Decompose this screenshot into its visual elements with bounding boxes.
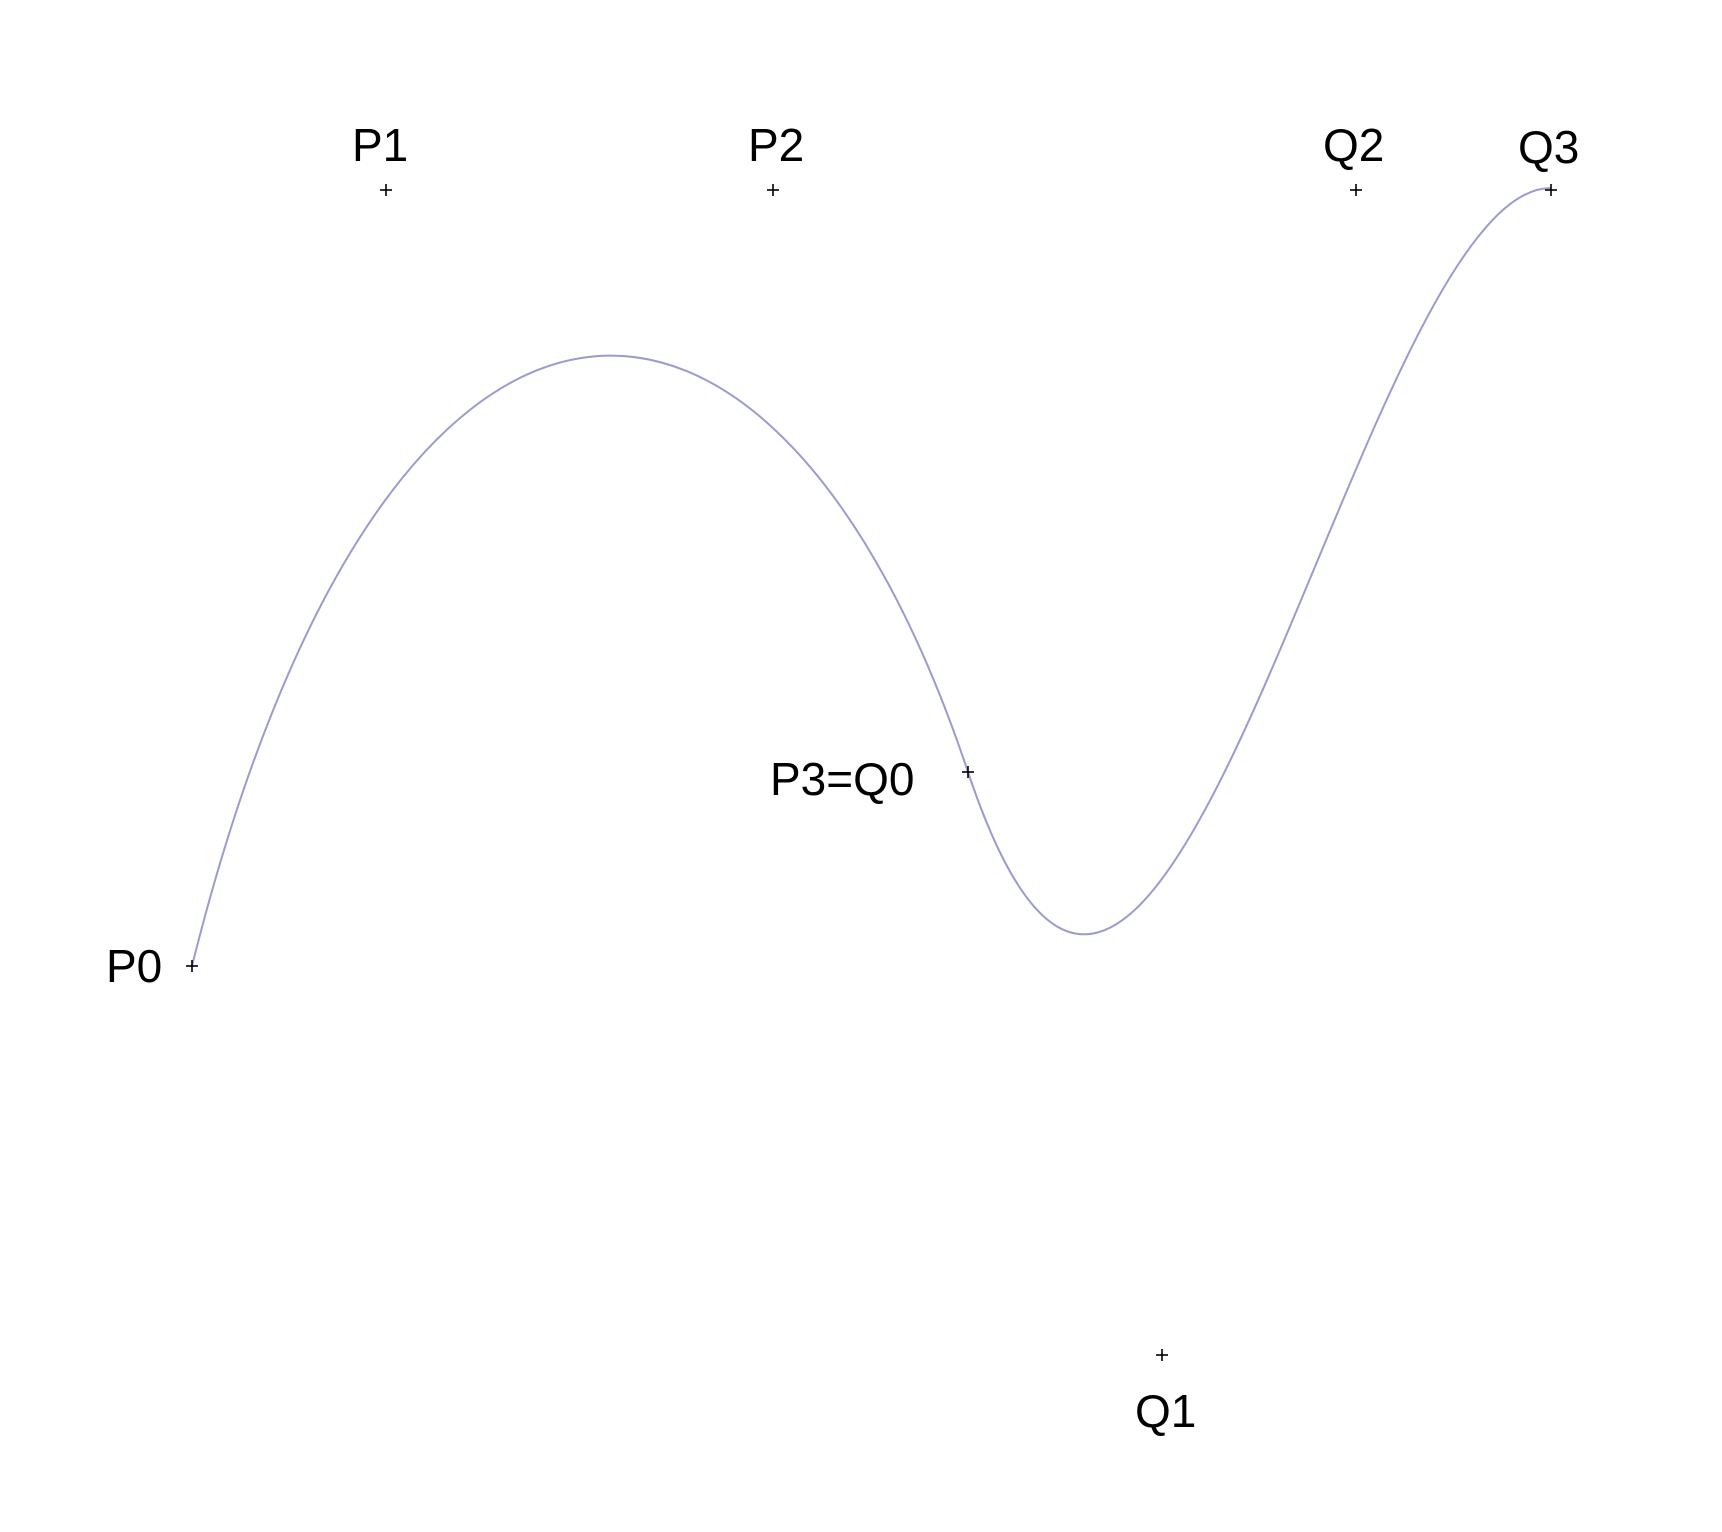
point-marker-q2 xyxy=(1350,184,1362,196)
point-label-q1: Q1 xyxy=(1135,1385,1196,1437)
point-label-p1: P1 xyxy=(352,119,408,171)
point-marker-p3q0 xyxy=(962,766,974,778)
point-marker-p1 xyxy=(380,184,392,196)
point-marker-p0 xyxy=(186,960,198,972)
point-label-q3: Q3 xyxy=(1518,121,1579,173)
point-label-p0: P0 xyxy=(106,940,162,992)
point-marker-q3 xyxy=(1545,184,1557,196)
point-marker-q1 xyxy=(1156,1349,1168,1361)
point-label-q2: Q2 xyxy=(1323,119,1384,171)
point-label-p2: P2 xyxy=(748,119,804,171)
point-label-p3q0: P3=Q0 xyxy=(770,753,915,805)
point-marker-p2 xyxy=(767,184,779,196)
